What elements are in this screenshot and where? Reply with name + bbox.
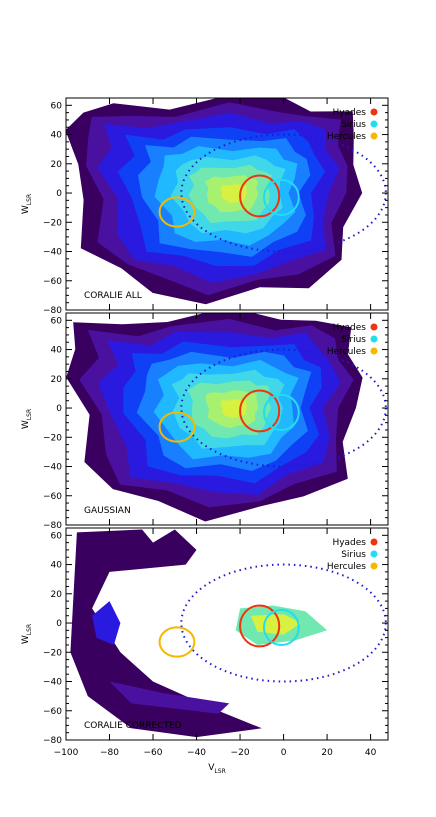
x-tick-label: −20 [231,748,250,758]
panel-frame [65,527,389,741]
circle-hercules [158,196,196,228]
panel-frame [65,312,389,526]
x-tick-label: −80 [100,748,119,758]
axis-layer: −100 −80 −60 −40 −20 0 20 40 VLSR [54,748,377,775]
legend-marker-hercules [370,132,378,140]
x-tick-label: −40 [187,748,206,758]
circle-hyades [239,174,281,218]
panel-label: CORALIE ALL [84,291,142,301]
y-axis-title: WLSR [21,194,33,214]
panel-2: GAUSSIAN Hyades Sirius Hercules −80 −60 −40 −20… [21,312,389,531]
legend-label-hyades: Hyades [332,538,366,548]
circle-sirius [262,393,300,431]
legend-label-hercules: Hercules [327,562,366,572]
legend-marker-hercules [370,562,378,570]
circle-hyades [239,604,281,648]
contour-map [66,313,363,522]
y-tick-label: −60 [43,492,62,502]
y-tick-label: 20 [51,590,63,600]
panel-1: CORALIE ALL Hyades Sirius Hercules −80 −60 −40… [21,97,389,316]
y-tick-label: −60 [43,277,62,287]
contour-map [70,529,328,738]
panel-frame [65,97,389,311]
legend-marker-hyades [370,538,378,546]
legend-label-sirius: Sirius [341,550,366,560]
circle-sirius [262,608,300,646]
y-tick-label: 60 [51,316,63,326]
circle-hyades [239,389,281,433]
x-axis-title: VLSR [208,763,226,775]
y-axis-title: WLSR [21,624,33,644]
density-level-2 [109,681,230,714]
x-tick-label: 0 [281,748,287,758]
x-tick-label: 40 [365,748,377,758]
y-tick-label: 0 [56,189,62,199]
density-level-3 [92,601,121,645]
legend-label-sirius: Sirius [341,335,366,345]
x-tick-label: 20 [321,748,333,758]
legend-marker-sirius [370,335,378,343]
legend-marker-sirius [370,120,378,128]
legend-marker-hyades [370,323,378,331]
contour-map [66,98,363,305]
y-tick-label: 0 [56,404,62,414]
circle-hercules [158,626,196,658]
panels-layer: CORALIE ALL Hyades Sirius Hercules −80 −60 −40… [21,97,389,746]
y-tick-label: 20 [51,375,63,385]
panel-label: CORALIE CORRECTED [84,721,182,731]
circle-sirius [262,178,300,216]
y-tick-label: 0 [56,619,62,629]
y-tick-label: 40 [51,561,63,571]
y-tick-label: 40 [51,131,63,141]
y-tick-label: −40 [43,463,62,473]
y-tick-label: 60 [51,531,63,541]
legend-marker-sirius [370,550,378,558]
y-tick-label: −80 [43,521,62,531]
y-tick-label: −40 [43,248,62,258]
x-tick-label: −100 [54,748,79,758]
y-tick-label: −60 [43,707,62,717]
circle-hercules [158,411,196,443]
legend-label-hyades: Hyades [332,323,366,333]
legend-marker-hyades [370,108,378,116]
y-tick-label: 20 [51,160,63,170]
x-tick-label: −60 [144,748,163,758]
legend-label-sirius: Sirius [341,120,366,130]
panel-label: GAUSSIAN [84,506,131,516]
y-tick-label: −40 [43,678,62,688]
y-tick-label: −80 [43,306,62,316]
y-axis-title: WLSR [21,409,33,429]
y-tick-label: −20 [43,218,62,228]
legend-label-hyades: Hyades [332,108,366,118]
y-tick-label: 40 [51,346,63,356]
y-tick-label: −80 [43,736,62,746]
panel-3: CORALIE CORRECTED Hyades Sirius Hercules −80… [21,527,389,746]
y-tick-label: −20 [43,433,62,443]
legend-label-hercules: Hercules [327,347,366,357]
y-tick-label: −20 [43,648,62,658]
legend-label-hercules: Hercules [327,132,366,142]
legend-marker-hercules [370,347,378,355]
y-tick-label: 60 [51,101,63,111]
